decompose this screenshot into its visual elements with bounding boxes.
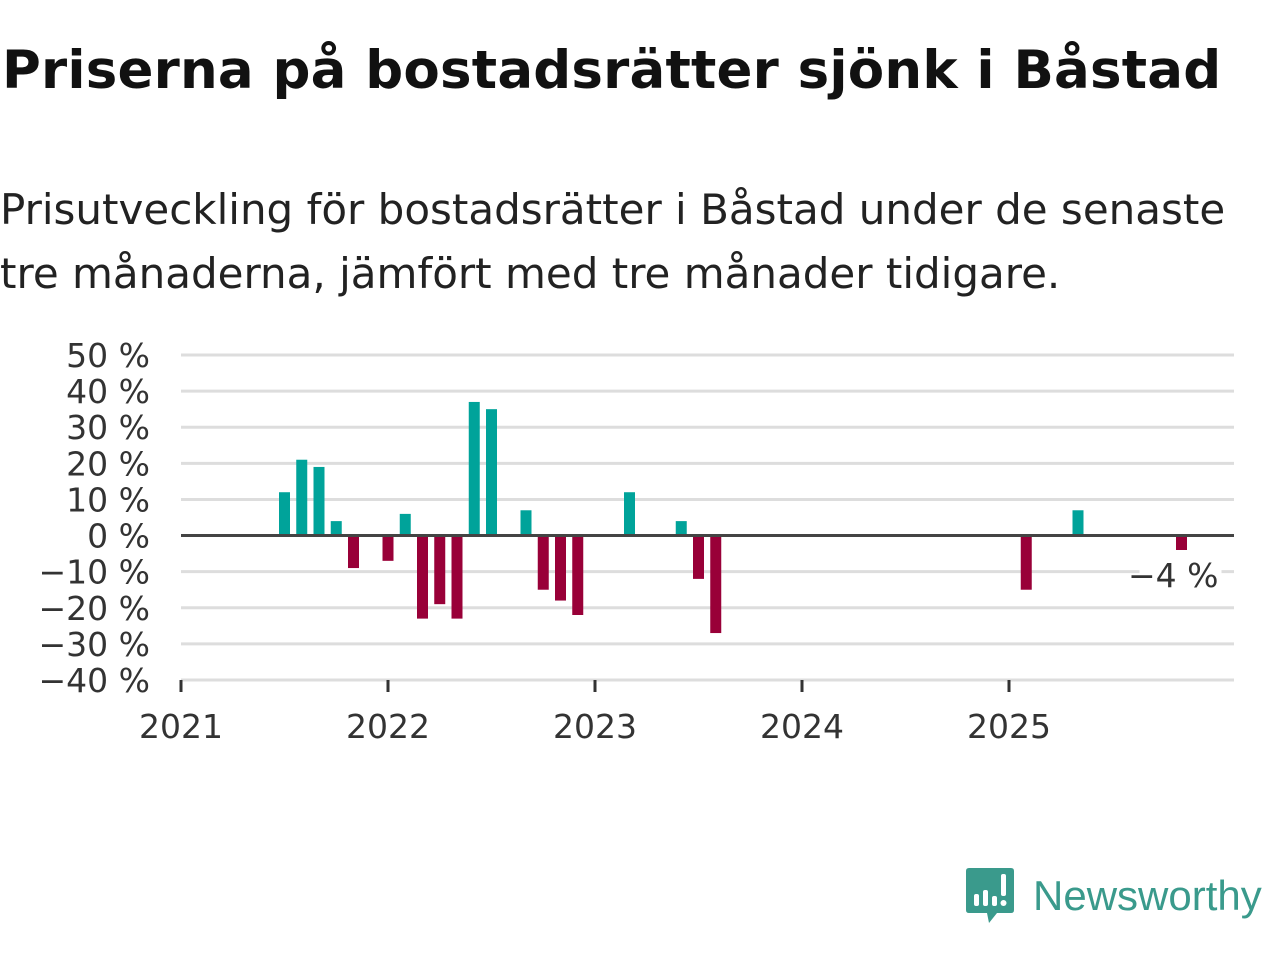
bar bbox=[313, 466, 325, 536]
bar bbox=[693, 535, 704, 579]
y-tick-label: −20 % bbox=[39, 589, 151, 628]
bar bbox=[348, 535, 359, 569]
brand-name: Newsworthy bbox=[1033, 872, 1262, 919]
bar bbox=[382, 535, 394, 561]
x-tick-label: 2024 bbox=[760, 707, 844, 746]
bar bbox=[520, 510, 532, 536]
y-tick-label: 40 % bbox=[66, 372, 150, 411]
bar bbox=[434, 535, 446, 605]
bar bbox=[468, 401, 480, 536]
newsworthy-logo-icon bbox=[966, 868, 1014, 923]
y-tick-label: 10 % bbox=[66, 480, 150, 519]
bar bbox=[675, 521, 687, 536]
y-tick-label: 20 % bbox=[66, 444, 150, 483]
bar bbox=[399, 513, 411, 536]
y-tick-label: −30 % bbox=[39, 625, 151, 664]
chart-title: Priserna på bostadsrätter sjönk i Båstad bbox=[2, 40, 1222, 101]
x-tick-label: 2021 bbox=[139, 707, 223, 746]
x-tick-label: 2023 bbox=[553, 707, 637, 746]
y-tick-label: 30 % bbox=[66, 408, 150, 447]
bar bbox=[624, 492, 635, 536]
y-tick-label: 0 % bbox=[87, 517, 150, 556]
bar bbox=[572, 535, 584, 615]
y-tick-label: −40 % bbox=[39, 661, 151, 700]
bar bbox=[451, 535, 463, 619]
y-tick-label: 50 % bbox=[66, 336, 150, 375]
newsworthy-logo: Newsworthy bbox=[965, 866, 1262, 926]
bar bbox=[555, 535, 566, 601]
bar bbox=[486, 409, 497, 536]
annotation-bg bbox=[1139, 555, 1222, 595]
bar bbox=[296, 459, 308, 536]
bar bbox=[279, 492, 290, 536]
bar bbox=[1072, 510, 1084, 536]
chart-subtitle: Prisutveckling för bostadsrätter i Båsta… bbox=[0, 185, 1226, 298]
annotation-label: −4 % bbox=[1128, 556, 1219, 595]
bar bbox=[1020, 535, 1032, 590]
bar bbox=[417, 535, 428, 619]
bar bbox=[1176, 535, 1187, 550]
bar bbox=[537, 535, 549, 590]
bar bbox=[330, 521, 342, 536]
bar bbox=[710, 535, 722, 634]
x-tick-label: 2022 bbox=[346, 707, 430, 746]
x-tick-label: 2025 bbox=[967, 707, 1051, 746]
y-tick-label: −10 % bbox=[39, 553, 151, 592]
